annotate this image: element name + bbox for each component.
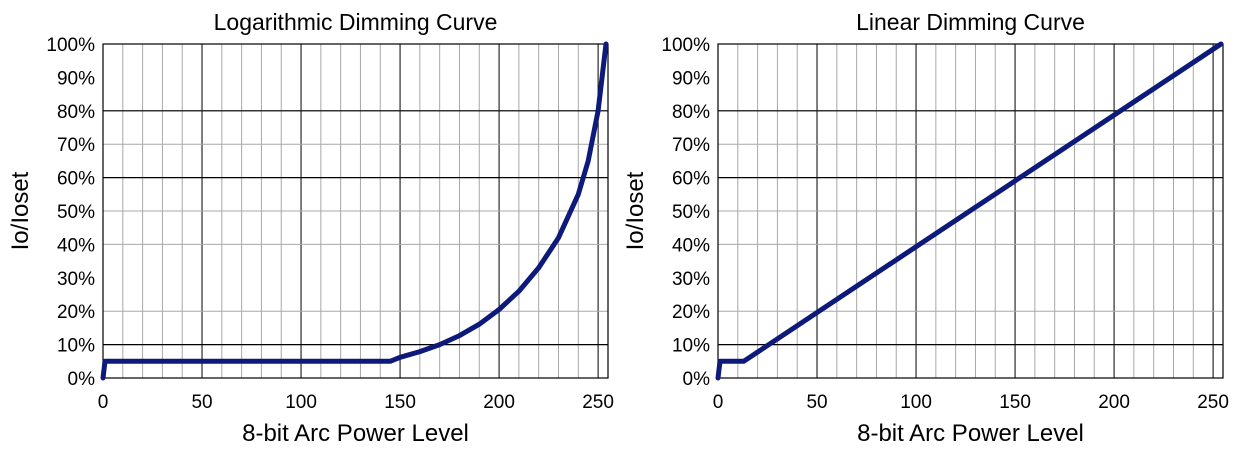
- x-tick-label: 50: [191, 392, 212, 413]
- y-tick-label: 100%: [661, 35, 710, 56]
- x-axis-label: 8-bit Arc Power Level: [242, 420, 469, 447]
- x-tick-label: 150: [384, 392, 416, 413]
- y-tick-label: 90%: [57, 68, 95, 89]
- y-tick-label: 80%: [57, 102, 95, 123]
- y-tick-label: 40%: [672, 235, 710, 256]
- y-tick-label: 100%: [46, 35, 95, 56]
- linear-dimming-plot: 0% 10% 20% 30% 40% 50% 60% 70% 80% 90% 100% 0 50 100 1…: [620, 0, 1240, 449]
- chart-title: Linear Dimming Curve: [856, 9, 1085, 35]
- y-tick-label: 30%: [57, 269, 95, 290]
- x-tick-label: 0: [713, 392, 724, 413]
- y-tick-label: 80%: [672, 102, 710, 123]
- y-tick-label: 50%: [672, 202, 710, 223]
- x-tick-label: 50: [806, 392, 827, 413]
- x-tick-label: 0: [98, 392, 109, 413]
- y-tick-label: 60%: [672, 169, 710, 190]
- x-tick-label: 200: [1098, 392, 1130, 413]
- y-tick-label: 20%: [672, 302, 710, 323]
- x-tick-label: 100: [285, 392, 317, 413]
- y-tick-label: 20%: [57, 302, 95, 323]
- y-tick-label: 0%: [683, 369, 711, 390]
- x-tick-label: 250: [582, 392, 614, 413]
- chart-title: Logarithmic Dimming Curve: [214, 9, 498, 35]
- y-tick-label: 60%: [57, 169, 95, 190]
- y-tick-label: 70%: [57, 135, 95, 156]
- y-tick-label: 0%: [68, 369, 96, 390]
- x-axis-label: 8-bit Arc Power Level: [857, 420, 1084, 447]
- x-tick-label: 150: [999, 392, 1031, 413]
- x-tick-label: 100: [900, 392, 932, 413]
- y-tick-label: 70%: [672, 135, 710, 156]
- y-tick-label: 10%: [672, 336, 710, 357]
- y-tick-label: 40%: [57, 235, 95, 256]
- x-tick-label: 200: [483, 392, 515, 413]
- y-axis-label: Io/Ioset: [7, 171, 34, 250]
- linear-dimming-chart: 0% 10% 20% 30% 40% 50% 60% 70% 80% 90% 100% 0 50 100 1…: [620, 0, 1240, 449]
- y-axis-label: Io/Ioset: [622, 171, 649, 250]
- y-tick-label: 30%: [672, 269, 710, 290]
- logarithmic-dimming-plot: 0% 10% 20% 30% 40% 50% 60% 70% 80% 90% 100% 0 50 100 1…: [0, 0, 620, 449]
- y-tick-label: 90%: [672, 68, 710, 89]
- y-tick-label: 50%: [57, 202, 95, 223]
- x-tick-label: 250: [1197, 392, 1229, 413]
- y-tick-label: 10%: [57, 336, 95, 357]
- logarithmic-dimming-chart: 0% 10% 20% 30% 40% 50% 60% 70% 80% 90% 100% 0 50 100 1…: [0, 0, 620, 449]
